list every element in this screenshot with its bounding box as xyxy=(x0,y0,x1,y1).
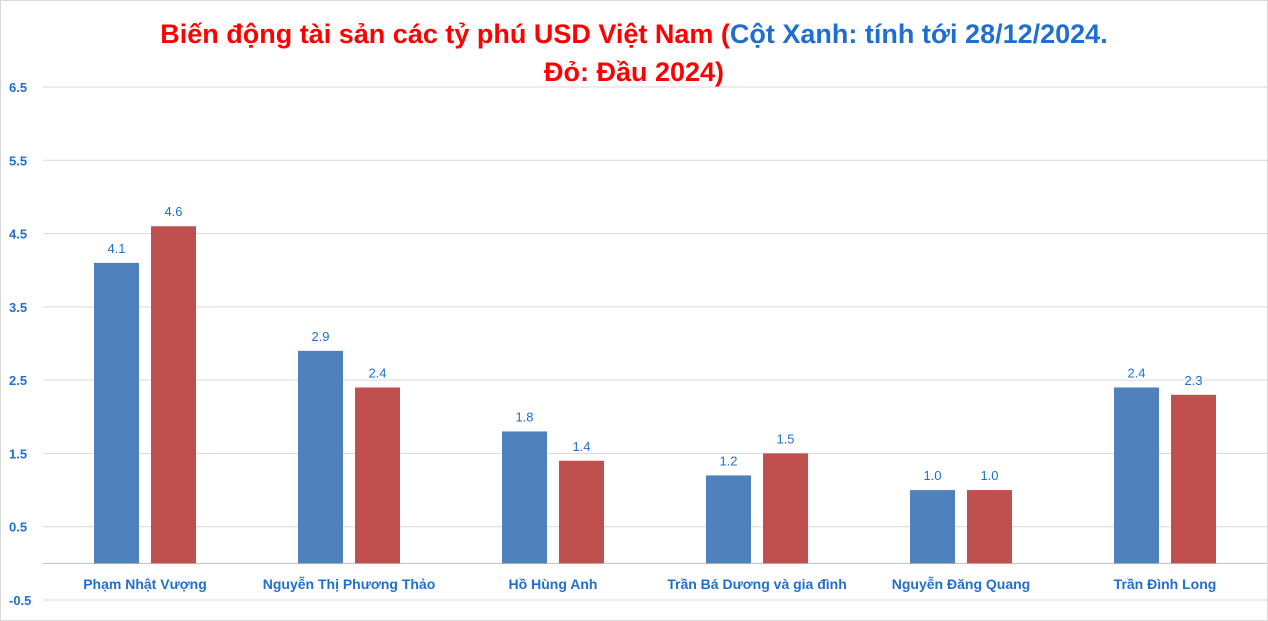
data-label: 2.3 xyxy=(1184,373,1202,388)
data-label: 1.2 xyxy=(719,453,737,468)
data-label: 4.1 xyxy=(107,241,125,256)
bar-red xyxy=(1171,394,1216,564)
title-part-blue: Cột Xanh: tính tới 28/12/2024. xyxy=(729,19,1108,49)
title-part-red-2: Đỏ: Đầu 2024) xyxy=(543,57,725,87)
data-label: 2.4 xyxy=(1127,365,1145,380)
data-label: 2.4 xyxy=(368,365,386,380)
data-label: 1.4 xyxy=(572,439,590,454)
bar-red xyxy=(559,460,604,564)
y-tick-label: 5.5 xyxy=(9,153,27,168)
data-label: 1.5 xyxy=(776,431,794,446)
title-part-red: Biến động tài sản các tỷ phú USD Việt Na… xyxy=(160,19,730,49)
y-tick-label: 6.5 xyxy=(9,80,27,95)
bar-blue xyxy=(502,431,547,564)
bar-red xyxy=(151,226,196,564)
bar-blue xyxy=(1114,387,1159,564)
bar-red xyxy=(967,490,1012,564)
bar-blue xyxy=(94,262,139,564)
bar-blue xyxy=(298,350,343,564)
data-label: 1.0 xyxy=(980,468,998,483)
bar-red xyxy=(355,387,400,564)
data-label: 1.8 xyxy=(515,409,533,424)
y-tick-label: 4.5 xyxy=(9,227,27,242)
x-category-label: Trần Đình Long xyxy=(1114,576,1217,592)
y-tick-label: -0.5 xyxy=(9,593,31,608)
y-tick-label: 0.5 xyxy=(9,520,27,535)
bar-blue xyxy=(910,490,955,564)
data-label: 1.0 xyxy=(923,468,941,483)
chart-title: Biến động tài sản các tỷ phú USD Việt Na… xyxy=(1,15,1267,91)
y-tick-label: 2.5 xyxy=(9,373,27,388)
bar-red xyxy=(763,453,808,564)
bar-blue xyxy=(706,475,751,564)
x-category-label: Nguyễn Thị Phương Thảo xyxy=(263,576,436,592)
y-tick-label: 1.5 xyxy=(9,446,27,461)
x-category-label: Nguyễn Đăng Quang xyxy=(892,576,1030,592)
data-label: 2.9 xyxy=(311,329,329,344)
y-tick-label: 3.5 xyxy=(9,300,27,315)
x-category-label: Trần Bá Dương và gia đình xyxy=(667,576,847,592)
x-category-label: Phạm Nhật Vượng xyxy=(83,576,207,592)
x-category-label: Hồ Hùng Anh xyxy=(509,576,598,592)
data-label: 4.6 xyxy=(164,204,182,219)
